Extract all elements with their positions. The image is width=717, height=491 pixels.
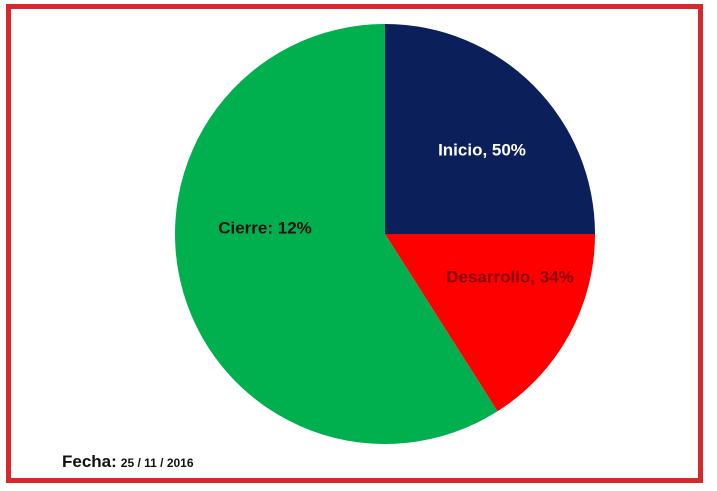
pie-slice-label-2: Desarrollo, 34%: [446, 267, 574, 286]
date-label: Fecha:: [62, 452, 117, 471]
pie-slice-label-1: Inicio, 50%: [438, 140, 526, 159]
pie-slice-2: [385, 234, 595, 412]
date-value: 25 / 11 / 2016: [120, 456, 194, 470]
date-footer: Fecha: 25 / 11 / 2016: [62, 452, 194, 472]
pie-slice-label-3: Cierre: 12%: [218, 218, 312, 237]
pie-slice-3: [174, 24, 498, 444]
pie-labels: Inicio, 50% Desarrollo, 34% Cierre: 12%: [218, 140, 574, 286]
pie-slice-1: [385, 24, 595, 234]
pie-slices: [174, 24, 595, 444]
